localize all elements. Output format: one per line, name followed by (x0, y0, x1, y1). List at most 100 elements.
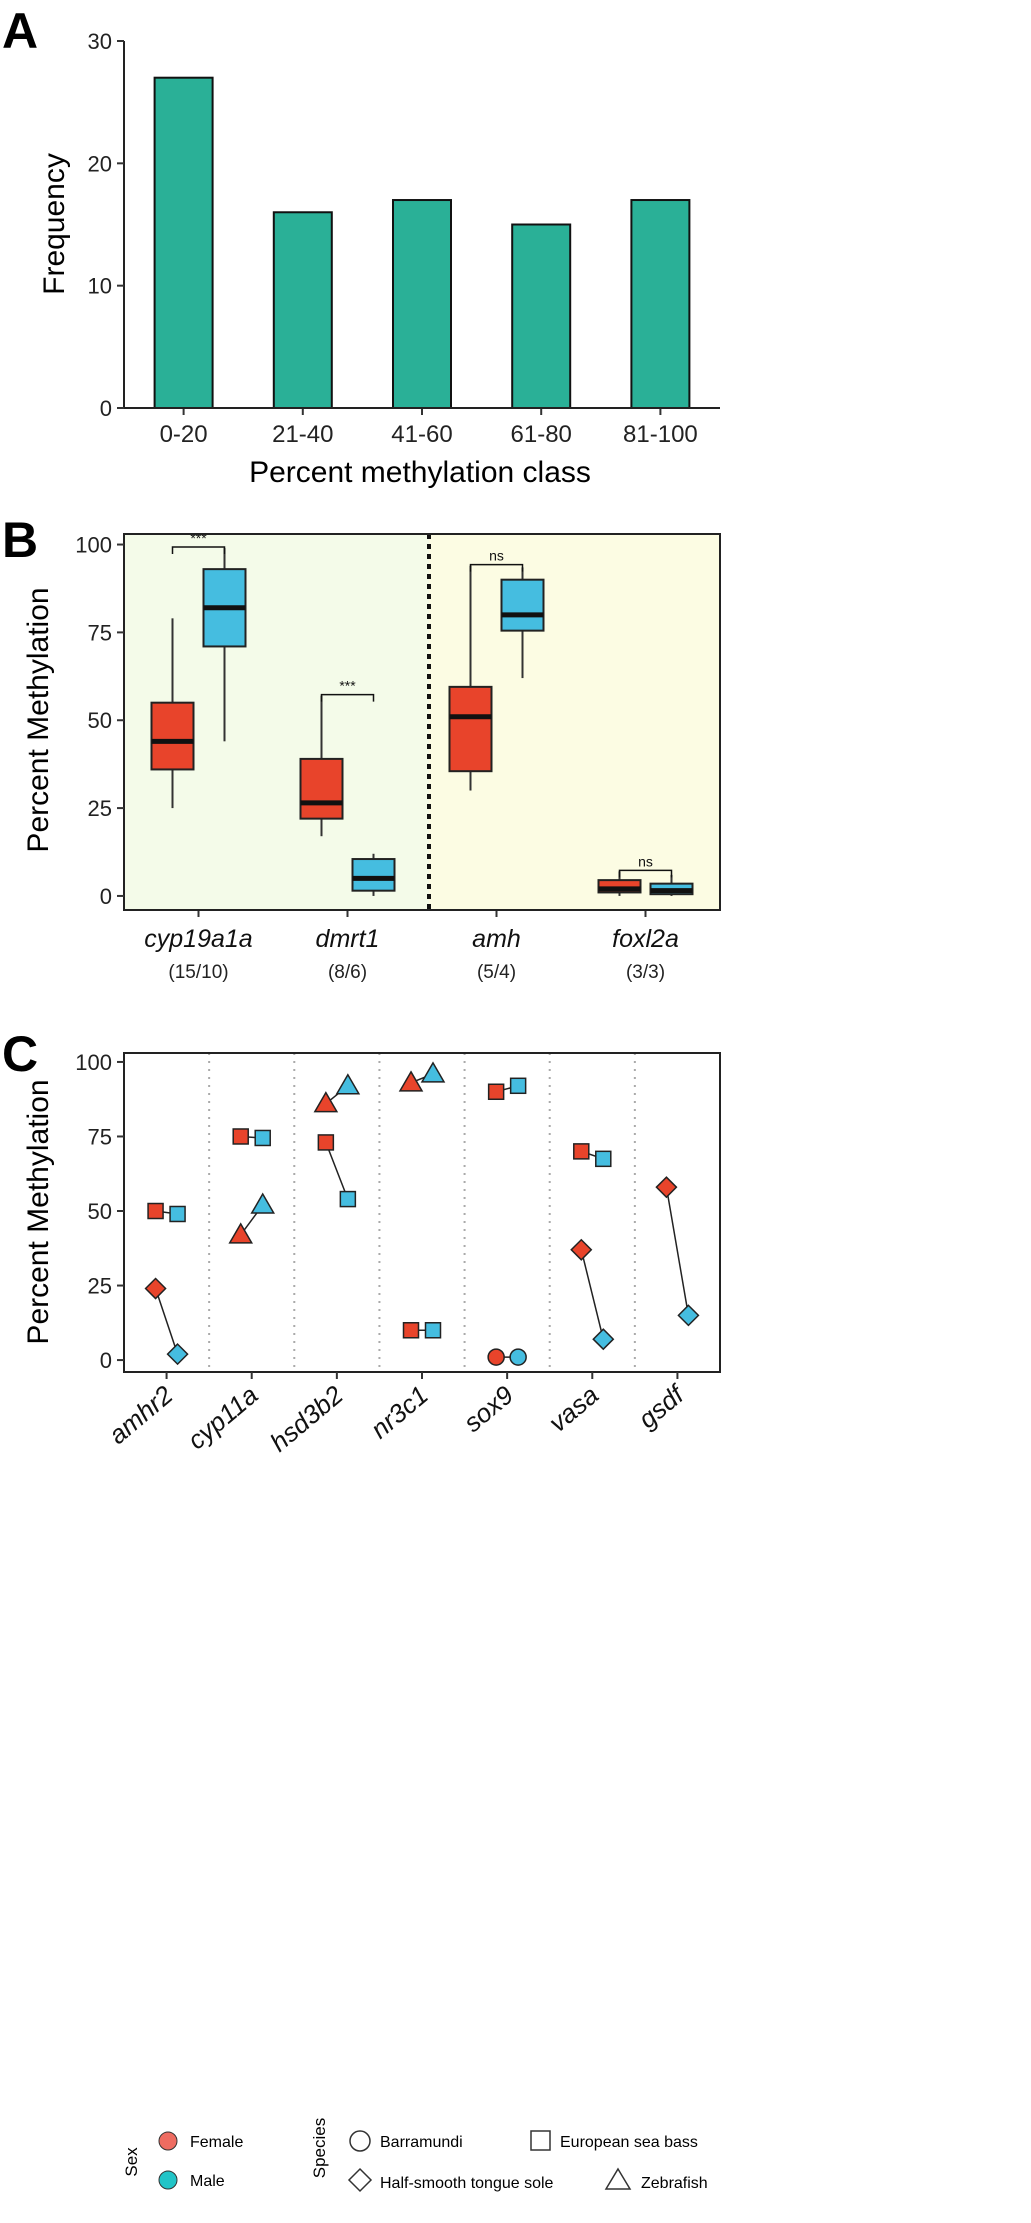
legend-european-sea-bass-label: European sea bass (560, 2134, 698, 2151)
panel-b-box-amh-female (448, 685, 493, 773)
legend-sex-title: Sex (122, 2147, 141, 2177)
panel-label-a: A (2, 3, 38, 59)
panel-c-point-amhr2-european-sea-bass-female (147, 1202, 164, 1220)
panel-c-y-tick-label: 100 (75, 1050, 112, 1075)
panel-c-connector-gsdf-half-smooth-tongue-sole (665, 1187, 690, 1316)
panel-label-c: C (2, 1026, 38, 1082)
panel-a-x-tick-label: 61-80 (511, 421, 572, 448)
panel-c-x-tick-label-gsdf: gsdf (632, 1378, 691, 1434)
panel-c-point-hsd3b2-european-sea-bass-female (317, 1134, 335, 1151)
panel-b-x-tick-label-cyp19a1a: cyp19a1a (144, 925, 253, 953)
panel-b-x-tick-label-amh: amh (472, 925, 521, 953)
legend-zebrafish-triangle-icon (604, 2167, 632, 2190)
panel-c-point-gsdf-half-smooth-tongue-sole-female (655, 1176, 678, 1199)
panel-c-point-sox9-european-sea-bass-male (509, 1077, 527, 1095)
panel-b-y-tick-label: 0 (100, 884, 112, 909)
legend-male-label: Male (190, 2173, 225, 2190)
panel-a-bar-chart: 0-20 21-40 41-60 61-80 81-100 0 10 20 30 Frequen… (38, 29, 720, 489)
panel-a-x-axis-title: Percent methylation class (249, 456, 591, 489)
panel-c-point-amhr2-half-smooth-tongue-sole-male (166, 1343, 189, 1366)
panel-b-box-plot: *** *** ns ns cyp19a1a (15/10) dmrt1 (8/6) amh (… (22, 530, 721, 983)
panel-b-box-dmrt1-male (351, 858, 396, 892)
panel-c-point-hsd3b2-zebrafish-male (335, 1073, 361, 1095)
panel-c-y-tick-label: 75 (88, 1124, 112, 1149)
panel-a-bar-0-20 (153, 76, 214, 409)
panel-c-point-vasa-european-sea-bass-female (573, 1143, 590, 1160)
legend-zebrafish-label: Zebrafish (641, 2175, 708, 2192)
panel-c-point-sox9-european-sea-bass-female (487, 1083, 505, 1101)
panel-c-point-sox9-barramundi-female (487, 1348, 505, 1366)
panel-c-connector-amhr2-half-smooth-tongue-sole (154, 1288, 179, 1355)
panel-b-x-tick-label-foxl2a: foxl2a (612, 925, 679, 953)
panel-a-y-tick-label: 10 (88, 274, 112, 299)
panel-c-x-tick-label-cyp11a: cyp11a (182, 1380, 264, 1456)
panel-a-bar-21-40 (272, 211, 333, 409)
panel-c-y-axis-title: Percent Methylation (22, 1079, 55, 1344)
panel-c-x-tick-label-vasa: vasa (543, 1380, 604, 1438)
panel-b-significance-bracket-dmrt1 (320, 693, 375, 702)
legend-female-swatch (158, 2131, 178, 2151)
panel-b-significance-bracket-foxl2a (618, 869, 673, 878)
panel-b-sample-count-amh: (5/4) (477, 962, 516, 983)
panel-b-significance-label-cyp19a1a: *** (190, 530, 207, 546)
panel-b-box-amh-male (500, 578, 545, 632)
panel-b-y-tick-label: 100 (75, 533, 112, 558)
panel-c-point-sox9-barramundi-male (509, 1348, 527, 1366)
panel-c-point-nr3c1-european-sea-bass-female (402, 1322, 420, 1339)
panel-c-point-amhr2-european-sea-bass-male (169, 1205, 186, 1223)
panel-a-x-tick-label: 0-20 (160, 421, 208, 448)
panel-a-y-tick-label: 30 (88, 29, 112, 54)
panel-b-frame (123, 533, 721, 911)
panel-b-sample-count-dmrt1: (8/6) (328, 962, 367, 983)
panel-b-x-tick-label-dmrt1: dmrt1 (316, 925, 380, 953)
panel-a-bar-61-80 (511, 223, 572, 409)
panel-a-y-tick-label: 20 (88, 151, 112, 176)
panel-c-connector-vasa-half-smooth-tongue-sole (580, 1249, 605, 1340)
panel-a-x-tick-label: 81-100 (623, 421, 698, 448)
panel-c-point-hsd3b2-zebrafish-female (313, 1091, 339, 1113)
panel-c-x-tick-label-amhr2: amhr2 (103, 1379, 179, 1450)
panel-label-b: B (2, 512, 38, 568)
panel-c-point-vasa-european-sea-bass-male (595, 1150, 612, 1168)
panel-c-y-tick-label: 50 (88, 1199, 112, 1224)
legend-european-sea-bass-square-icon (530, 2130, 551, 2151)
panel-a-x-tick-label: 21-40 (272, 421, 333, 448)
panel-a-y-axis-title: Frequency (38, 153, 71, 295)
legend-barramundi-circle-icon (349, 2130, 371, 2152)
panel-c-point-gsdf-half-smooth-tongue-sole-male (677, 1304, 700, 1327)
panel-c-point-nr3c1-european-sea-bass-male (424, 1322, 442, 1339)
panel-c-point-vasa-half-smooth-tongue-sole-female (570, 1238, 593, 1261)
panel-c-y-tick-label: 25 (88, 1274, 112, 1299)
panel-c-connector-hsd3b2-european-sea-bass (325, 1142, 349, 1200)
panel-c-point-cyp11a-zebrafish-male (250, 1192, 276, 1214)
panel-b-significance-bracket-cyp19a1a (171, 546, 226, 555)
panel-b-significance-bracket-amh (469, 563, 524, 572)
legend-female-label: Female (190, 2134, 243, 2151)
panel-a-y-tick-label: 0 (100, 396, 112, 421)
panel-c-point-amhr2-half-smooth-tongue-sole-female (144, 1277, 167, 1300)
legend-barramundi-label: Barramundi (380, 2134, 463, 2151)
panel-b-y-tick-label: 50 (88, 708, 112, 733)
legend-species-title: Species (310, 2118, 329, 2178)
panel-b-box-cyp19a1a-female (150, 701, 195, 771)
panel-b-sample-count-cyp19a1a: (15/10) (168, 962, 228, 983)
panel-a-x-tick-label: 41-60 (391, 421, 452, 448)
panel-b-y-axis-title: Percent Methylation (22, 587, 55, 852)
legend-half-smooth-tongue-sole-diamond-icon (347, 2167, 373, 2193)
panel-c-point-hsd3b2-european-sea-bass-male (339, 1190, 357, 1208)
panel-a-bar-41-60 (392, 199, 452, 409)
legend: Sex Species Female Male Barramundi Europ… (122, 2118, 708, 2193)
panel-b-box-dmrt1-female (299, 757, 344, 820)
panel-c-point-cyp11a-european-sea-bass-male (254, 1129, 271, 1147)
panel-c-scatter-plot: 0 25 50 75 100 amhr2 cyp11a hsd3b2 nr3c1 sox9 vasa… (22, 1050, 721, 1457)
panel-b-significance-label-dmrt1: *** (339, 678, 356, 694)
panel-c-frame (123, 1052, 721, 1373)
panel-c-point-cyp11a-zebrafish-female (228, 1222, 254, 1244)
panel-c-x-tick-label-hsd3b2: hsd3b2 (264, 1379, 349, 1457)
panel-a-bar-81-100 (630, 199, 691, 409)
panel-b-y-tick-label: 75 (88, 620, 112, 645)
panel-c-point-nr3c1-zebrafish-male (420, 1061, 446, 1083)
panel-c-x-tick-label-sox9: sox9 (458, 1380, 519, 1438)
panel-b-sample-count-foxl2a: (3/3) (626, 962, 665, 983)
legend-half-smooth-tongue-sole-label: Half-smooth tongue sole (380, 2175, 554, 2192)
